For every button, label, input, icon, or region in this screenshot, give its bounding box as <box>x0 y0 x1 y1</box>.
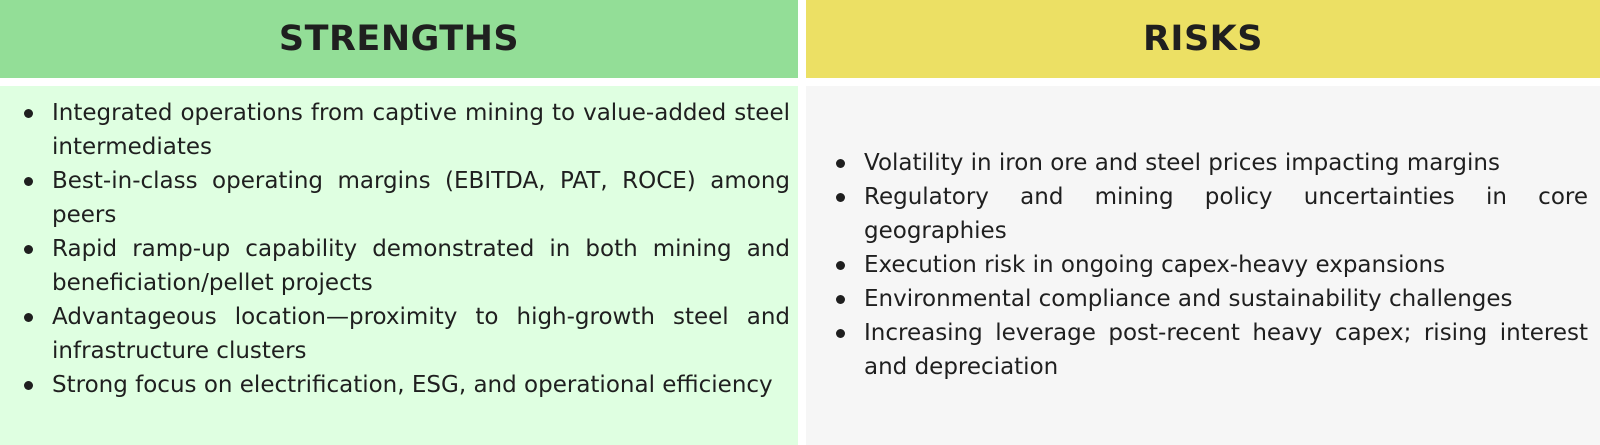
strengths-list-item: Rapid ramp-up capability demonstrated in… <box>0 232 790 300</box>
strengths-list-item: Advantageous location—proximity to high-… <box>0 300 790 368</box>
risks-list-item: Execution risk in ongoing capex-heavy ex… <box>812 248 1588 282</box>
bullet-icon <box>24 245 33 254</box>
risks-list-item: Environmental compliance and sustainabil… <box>812 282 1588 316</box>
strengths-item-text: Rapid ramp-up capability demonstrated in… <box>52 236 790 296</box>
strengths-list: Integrated operations from captive minin… <box>0 96 790 402</box>
bullet-icon <box>836 159 845 168</box>
bullet-icon <box>836 261 845 270</box>
strengths-panel: Integrated operations from captive minin… <box>0 86 798 445</box>
risks-list-item: Increasing leverage post-recent heavy ca… <box>812 316 1588 384</box>
strengths-list-item: Strong focus on electrification, ESG, an… <box>0 368 790 402</box>
risks-item-text: Environmental compliance and sustainabil… <box>864 286 1513 312</box>
bullet-icon <box>836 295 845 304</box>
risks-item-text: Increasing leverage post-recent heavy ca… <box>864 320 1588 380</box>
risks-list: Volatility in iron ore and steel prices … <box>812 146 1588 384</box>
strengths-list-item: Integrated operations from captive minin… <box>0 96 790 164</box>
risks-list-item: Regulatory and mining policy uncertainti… <box>812 180 1588 248</box>
strengths-item-text: Strong focus on electrification, ESG, an… <box>52 372 773 398</box>
strengths-item-text: Advantageous location—proximity to high-… <box>52 304 790 364</box>
risks-item-text: Volatility in iron ore and steel prices … <box>864 150 1500 176</box>
strengths-title: STRENGTHS <box>278 19 520 59</box>
bullet-icon <box>836 193 845 202</box>
risks-panel: Volatility in iron ore and steel prices … <box>806 86 1600 445</box>
strengths-item-text: Integrated operations from captive minin… <box>52 100 790 160</box>
bullet-icon <box>836 329 845 338</box>
strengths-header: STRENGTHS <box>0 0 798 78</box>
risks-header: RISKS <box>806 0 1600 78</box>
risks-list-item: Volatility in iron ore and steel prices … <box>812 146 1588 180</box>
strengths-item-text: Best-in-class operating margins (EBITDA,… <box>52 168 790 228</box>
bullet-icon <box>24 313 33 322</box>
bullet-icon <box>24 177 33 186</box>
bullet-icon <box>24 381 33 390</box>
risks-item-text: Execution risk in ongoing capex-heavy ex… <box>864 252 1446 278</box>
bullet-icon <box>24 109 33 118</box>
risks-title: RISKS <box>1142 19 1263 59</box>
strengths-list-item: Best-in-class operating margins (EBITDA,… <box>0 164 790 232</box>
risks-item-text: Regulatory and mining policy uncertainti… <box>864 184 1588 244</box>
